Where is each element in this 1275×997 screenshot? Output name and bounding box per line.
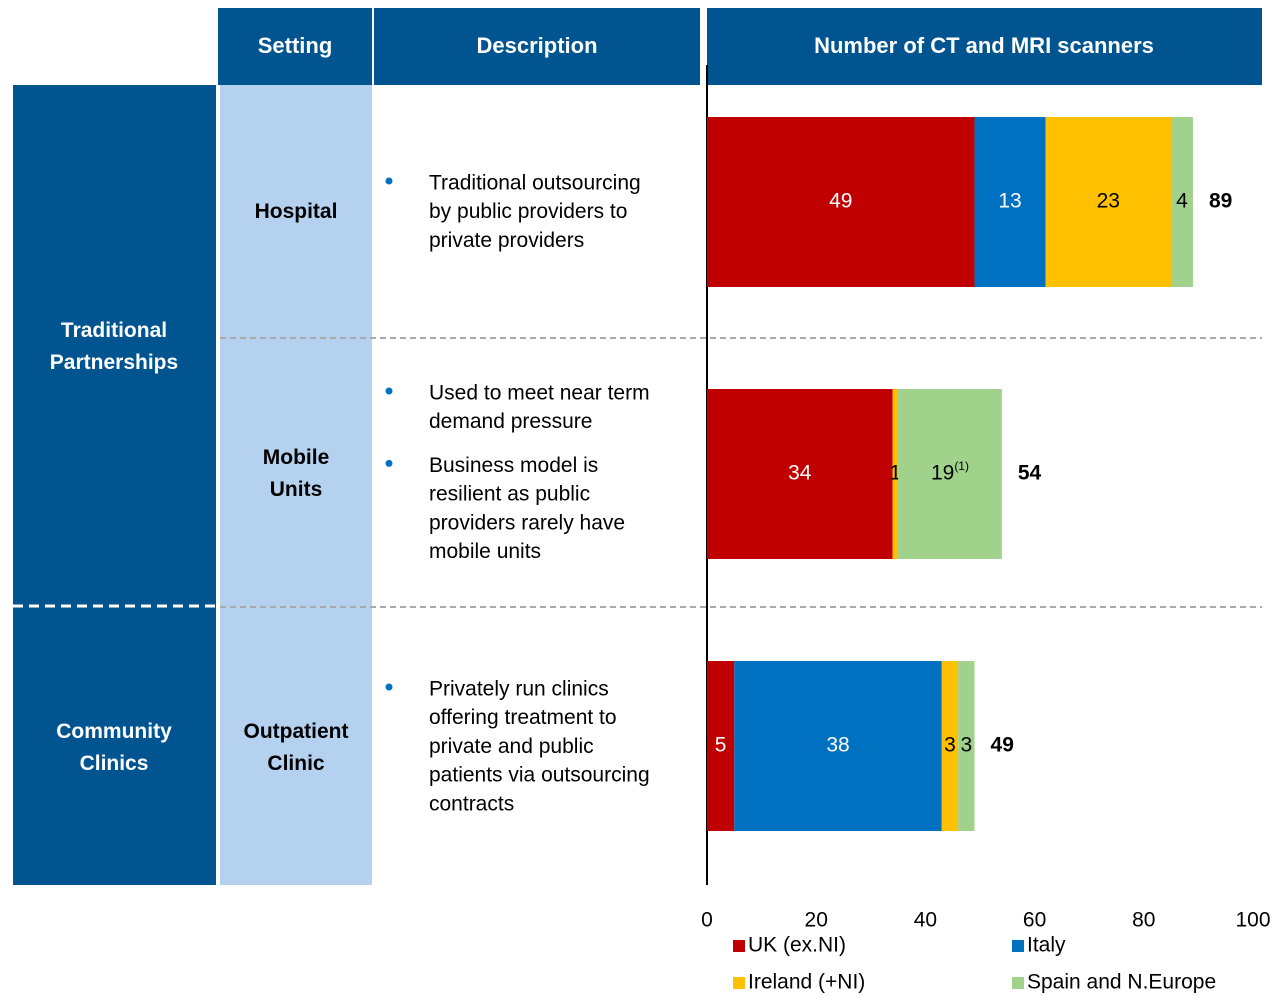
x-tick-label: 40: [914, 909, 937, 932]
setting-column: [220, 85, 372, 885]
value-label: 5: [715, 734, 727, 757]
description-text: Privately run clinics: [429, 678, 609, 701]
bar-segment: [707, 389, 893, 559]
description-text: offering treatment to: [429, 706, 617, 729]
description-text: mobile units: [429, 540, 541, 563]
setting-label: Outpatient Clinic: [244, 720, 349, 775]
setting-label: Hospital: [255, 200, 338, 223]
legend-label: Ireland (+NI): [748, 971, 865, 994]
description-text: private and public: [429, 735, 594, 758]
description-text: contracts: [429, 792, 514, 815]
group-label: Traditional Partnerships: [50, 319, 178, 374]
total-label: 49: [991, 734, 1014, 757]
bar-segment: [974, 117, 1046, 287]
setting-label: Mobile Units: [263, 446, 330, 501]
x-tick-label: 100: [1235, 909, 1270, 932]
header-setting: Setting: [258, 33, 333, 58]
group-column: [13, 85, 216, 885]
legend-swatch: [733, 940, 745, 952]
value-label: 3: [944, 734, 956, 757]
description-text: private providers: [429, 229, 584, 252]
value-label: 23: [1097, 190, 1120, 213]
legend-swatch: [733, 977, 745, 989]
header-cell: [374, 8, 700, 85]
value-label: 1: [890, 462, 902, 485]
bar-segment: [1171, 117, 1193, 287]
header-description: Description: [476, 33, 597, 58]
bullet-dot: [385, 459, 393, 467]
description-text: demand pressure: [429, 410, 592, 433]
value-label: 4: [1176, 190, 1188, 213]
bar-segment: [1045, 117, 1172, 287]
description-text: Business model is: [429, 454, 598, 477]
chart-title: Number of CT and MRI scanners: [814, 33, 1154, 58]
bar-segment: [958, 661, 975, 831]
group-label: Community Clinics: [56, 720, 172, 775]
value-label: 49: [829, 190, 852, 213]
x-tick-label: 80: [1132, 909, 1155, 932]
legend-label: Spain and N.Europe: [1027, 971, 1216, 994]
legend-label: UK (ex.NI): [748, 934, 846, 957]
bar-segment: [941, 661, 959, 831]
bar-segment: [892, 389, 899, 559]
bullet-dot: [385, 387, 393, 395]
bullet-dot: [385, 683, 393, 691]
x-tick-label: 60: [1023, 909, 1046, 932]
legend-swatch: [1012, 977, 1024, 989]
x-tick-label: 20: [805, 909, 828, 932]
total-label: 54: [1018, 462, 1042, 485]
description-text: providers rarely have: [429, 511, 625, 534]
value-label: 3: [961, 734, 973, 757]
legend-swatch: [1012, 940, 1024, 952]
header-cell: [707, 8, 1262, 85]
header-cell: [218, 8, 372, 85]
description-text: by public providers to: [429, 200, 627, 223]
bar-segment: [898, 389, 1002, 559]
value-label: 38: [826, 734, 849, 757]
bullet-dot: [385, 177, 393, 185]
bar-segment: [707, 661, 735, 831]
description-text: Traditional outsourcing: [429, 172, 641, 195]
description-text: resilient as public: [429, 483, 590, 506]
total-label: 89: [1209, 190, 1232, 213]
bar-segment: [707, 117, 975, 287]
value-label: 13: [998, 190, 1021, 213]
value-label: 34: [788, 462, 812, 485]
bar-segment: [734, 661, 942, 831]
description-text: patients via outsourcing: [429, 764, 650, 787]
description-text: Used to meet near term: [429, 382, 650, 405]
x-tick-label: 0: [701, 909, 713, 932]
legend-label: Italy: [1027, 934, 1066, 957]
